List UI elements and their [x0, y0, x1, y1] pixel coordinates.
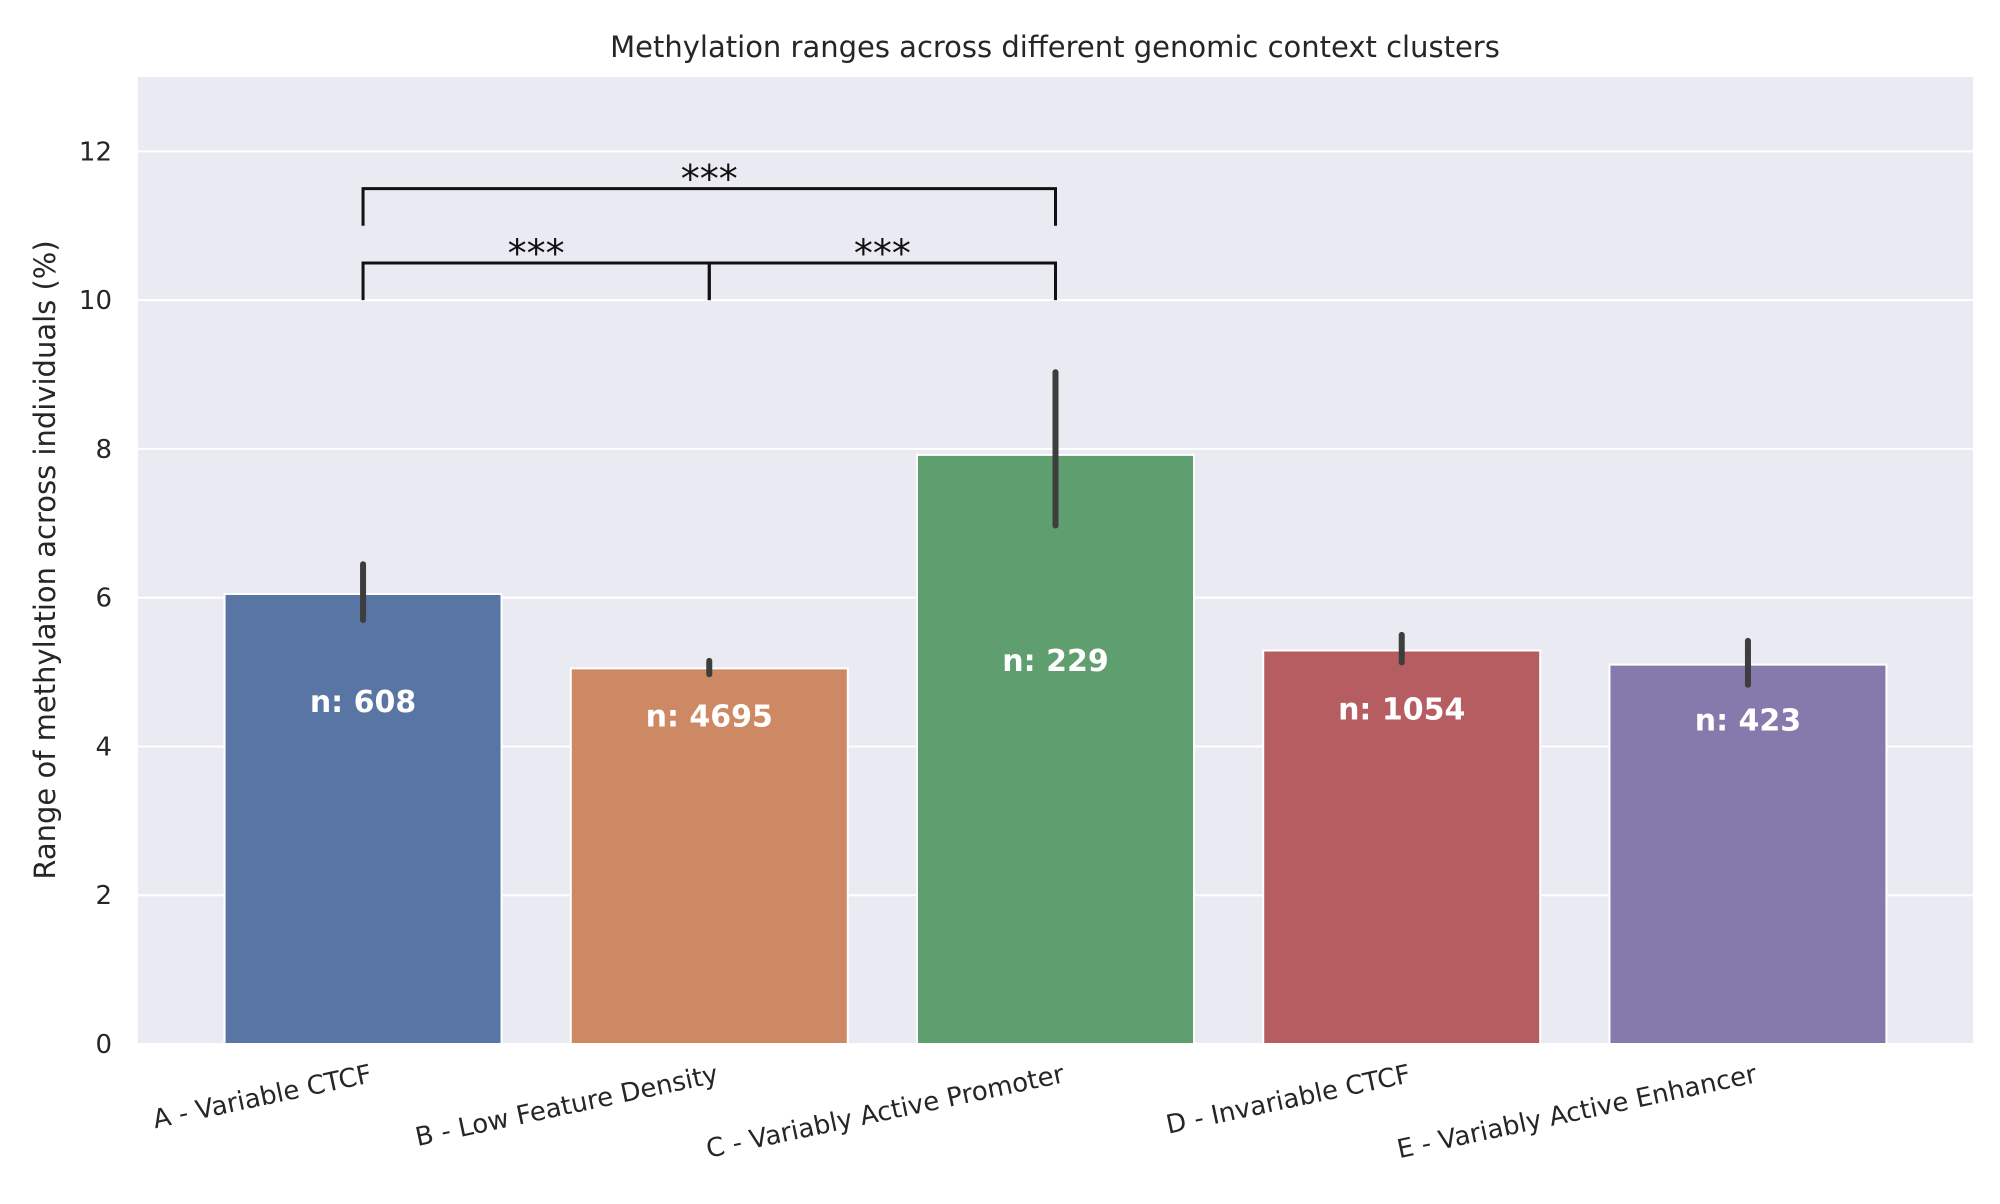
- count-label: n: 1054: [1338, 692, 1465, 727]
- bar: [1608, 663, 1888, 1046]
- y-axis-label: Range of methylation across individuals …: [28, 240, 62, 879]
- significance-bracket: [361, 187, 1057, 226]
- significance-label: ***: [681, 157, 738, 201]
- x-tick-label: D - Invariable CTCF: [1164, 1060, 1414, 1141]
- count-labels-layer: n: 608 n: 4695 n: 229 n: 1054 n: 423: [310, 644, 1801, 739]
- y-tick-label: 0: [95, 1030, 112, 1060]
- significance-label: ***: [508, 231, 565, 275]
- significance-bracket: [707, 261, 1057, 301]
- x-tick-labels: A - Variable CTCF B - Low Feature Density…: [150, 1059, 1759, 1165]
- bar: [569, 667, 849, 1045]
- y-tick-label: 6: [95, 584, 112, 614]
- error-bars-layer: [360, 369, 1751, 688]
- y-tick-labels: 0 2 4 6 8 10 12: [79, 137, 112, 1060]
- x-tick-label: C - Variably Active Promoter: [704, 1059, 1068, 1164]
- count-label: n: 423: [1695, 703, 1801, 738]
- y-tick-label: 8: [95, 435, 112, 465]
- bar: [223, 592, 503, 1045]
- chart-title: Methylation ranges across different geno…: [610, 30, 1500, 64]
- y-tick-label: 10: [79, 286, 112, 316]
- bars-layer: [223, 453, 1888, 1046]
- bar: [1262, 649, 1542, 1045]
- y-tick-label: 2: [95, 881, 112, 911]
- x-tick-label: E - Variably Active Enhancer: [1394, 1059, 1759, 1165]
- x-tick-label: B - Low Feature Density: [413, 1060, 721, 1154]
- y-tick-label: 4: [95, 732, 112, 762]
- count-label: n: 4695: [646, 700, 773, 735]
- significance-label: ***: [854, 231, 911, 275]
- bar: [916, 453, 1195, 1045]
- y-tick-label: 12: [79, 137, 112, 167]
- count-label: n: 229: [1002, 644, 1108, 679]
- significance-layer: *** *** ***: [361, 157, 1057, 301]
- x-tick-label: A - Variable CTCF: [150, 1060, 374, 1136]
- count-label: n: 608: [310, 685, 416, 720]
